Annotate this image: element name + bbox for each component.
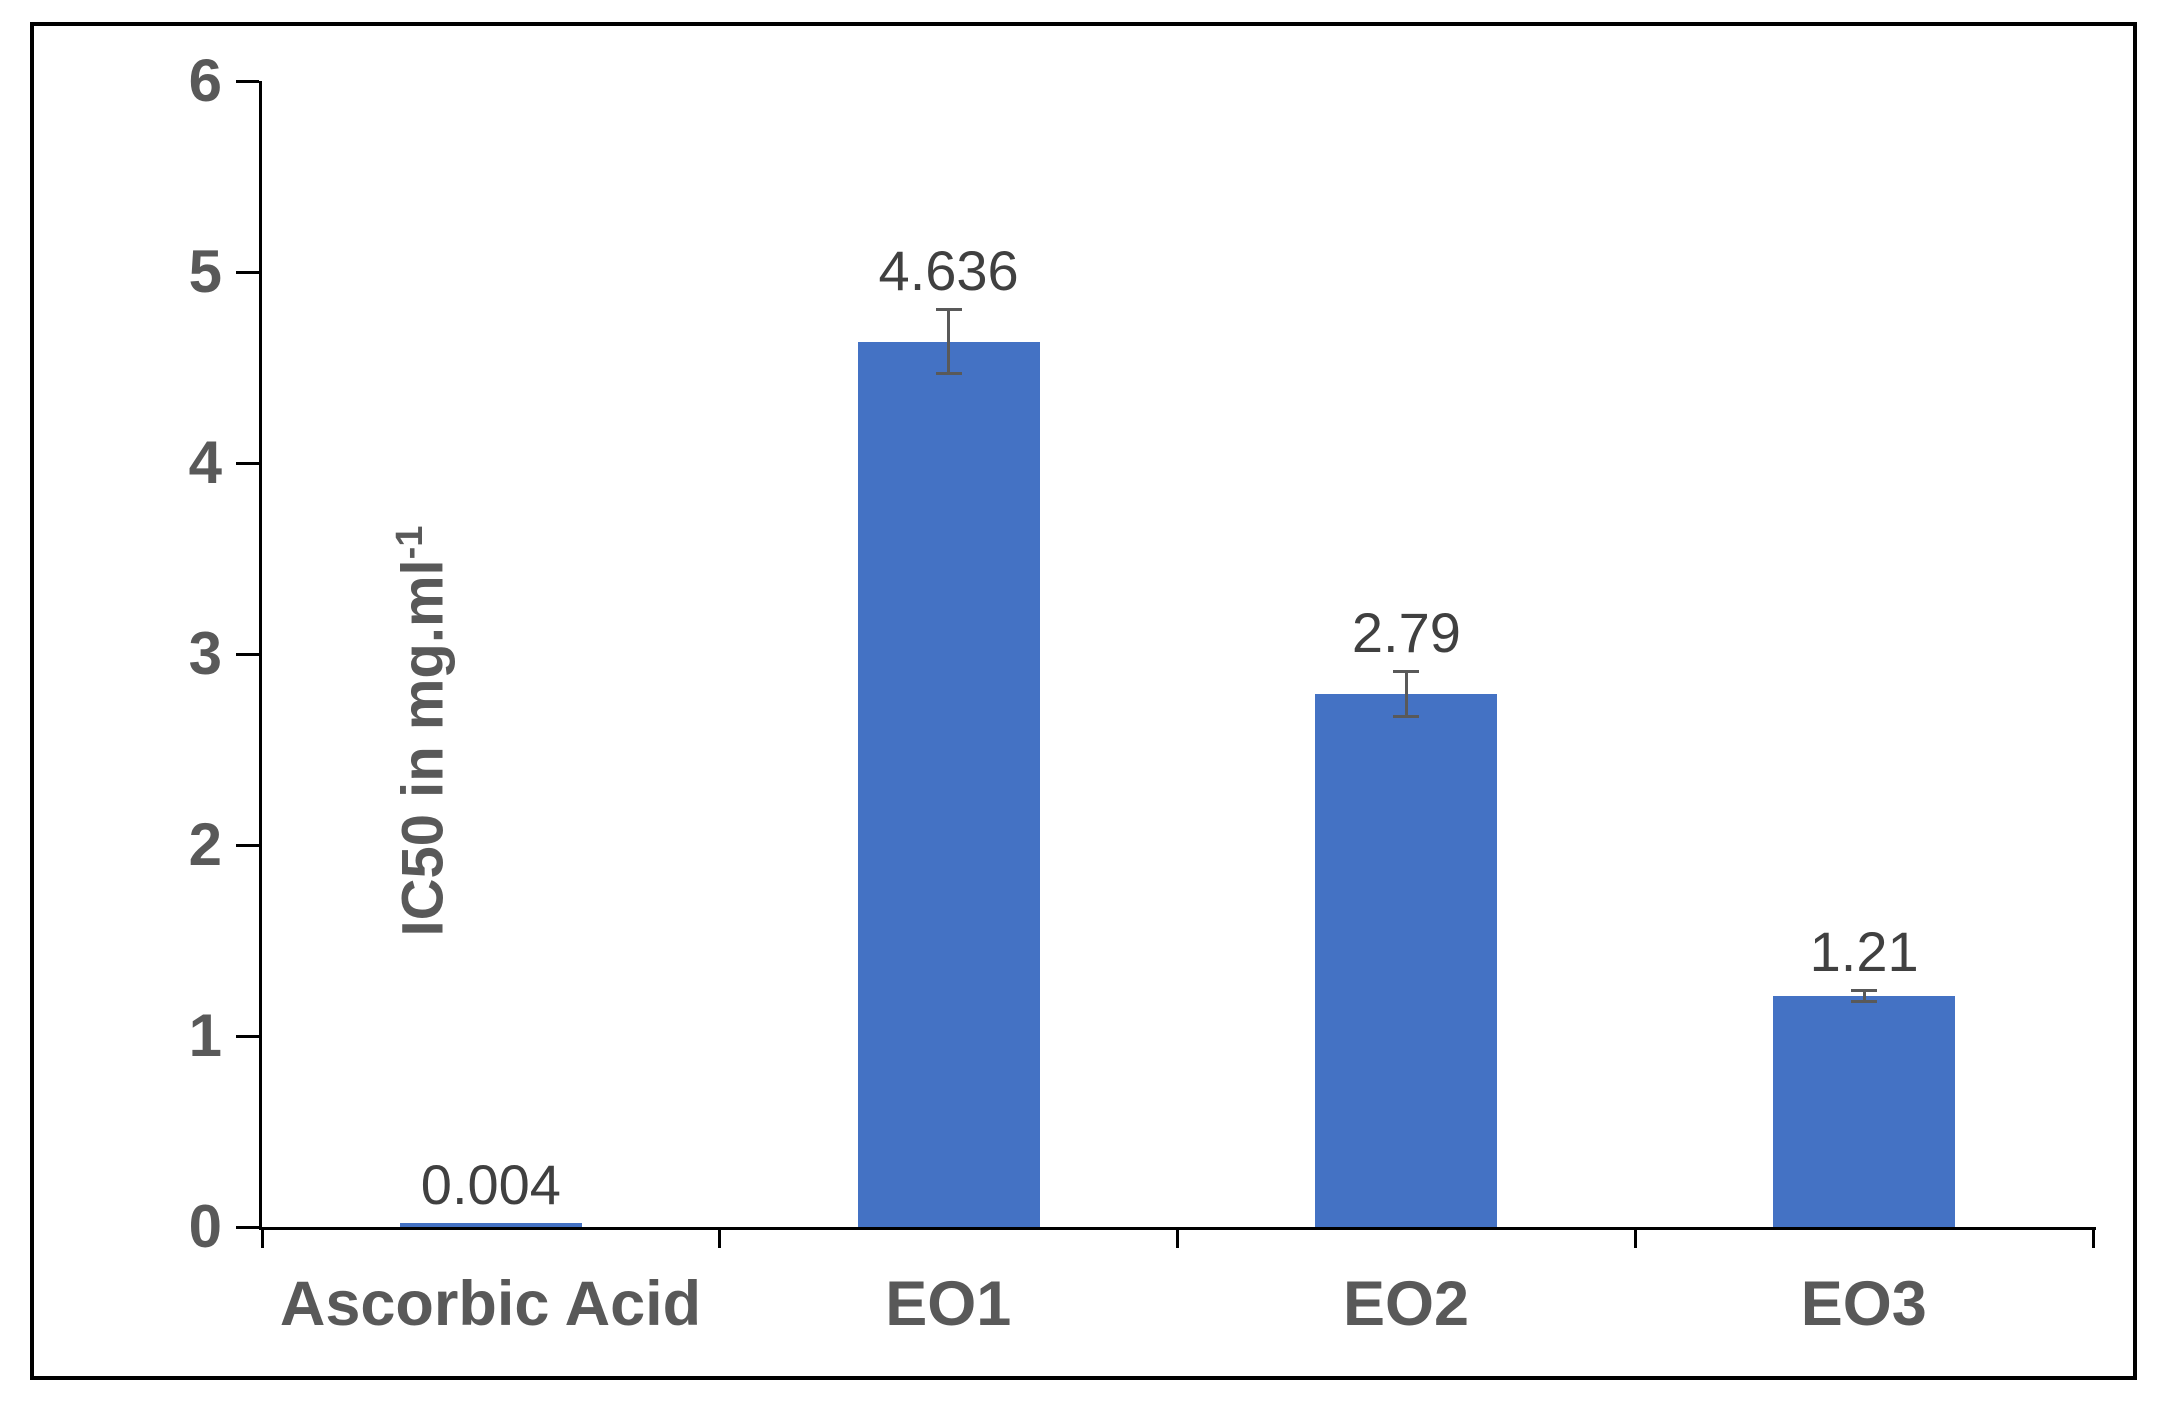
bar-ascorbic-acid bbox=[399, 1223, 582, 1227]
y-tick-mark-0 bbox=[236, 1225, 259, 1229]
x-tick-mark-4 bbox=[2091, 1227, 2095, 1248]
y-axis-line bbox=[259, 81, 262, 1230]
category-label-eo3: EO3 bbox=[1800, 1269, 1927, 1339]
y-tick-label-4: 4 bbox=[188, 429, 222, 496]
y-tick-mark-6 bbox=[236, 79, 259, 83]
value-label-eo3: 1.21 bbox=[1809, 920, 1919, 984]
y-tick-label-5: 5 bbox=[188, 238, 222, 305]
error-bar-cap-top-eo2 bbox=[1393, 670, 1420, 674]
value-label-eo2: 2.79 bbox=[1351, 601, 1461, 665]
y-tick-label-2: 2 bbox=[188, 811, 222, 878]
bar-eo1 bbox=[857, 341, 1040, 1227]
error-bar-cap-bottom-eo1 bbox=[935, 371, 962, 375]
y-tick-label-0: 0 bbox=[188, 1193, 222, 1260]
value-label-eo1: 4.636 bbox=[878, 239, 1019, 303]
y-axis-title: IC50 in mg.ml-1 bbox=[372, 301, 455, 1161]
x-tick-mark-3 bbox=[1633, 1227, 1637, 1248]
category-label-ascorbic-acid: Ascorbic Acid bbox=[279, 1269, 702, 1339]
y-tick-mark-1 bbox=[236, 1034, 259, 1038]
error-bar-cap-bottom-eo3 bbox=[1851, 999, 1878, 1003]
error-bar-vertical-eo2 bbox=[1404, 671, 1408, 718]
x-tick-mark-0 bbox=[260, 1227, 264, 1248]
error-bar-cap-top-eo1 bbox=[935, 308, 962, 312]
y-tick-label-6: 6 bbox=[188, 47, 222, 114]
y-axis-title-text: IC50 in mg.ml bbox=[390, 559, 456, 937]
error-bar-vertical-eo3 bbox=[1862, 990, 1866, 1002]
value-label-ascorbic-acid: 0.004 bbox=[420, 1153, 561, 1216]
y-tick-mark-5 bbox=[236, 270, 259, 274]
category-label-eo1: EO1 bbox=[885, 1269, 1012, 1339]
x-tick-mark-2 bbox=[1176, 1227, 1179, 1248]
y-tick-label-1: 1 bbox=[188, 1002, 222, 1069]
x-tick-mark-1 bbox=[718, 1227, 722, 1248]
error-bar-cap-top-eo3 bbox=[1851, 989, 1878, 993]
bar-eo3 bbox=[1773, 995, 1956, 1227]
error-bar-vertical-eo1 bbox=[947, 309, 951, 374]
chart-border: IC50 in mg.ml-1 0 1 2 3 4 5 6 0.004 4.636 2.79 1.… bbox=[30, 22, 2137, 1380]
y-tick-label-3: 3 bbox=[188, 620, 222, 687]
y-axis-title-superscript: -1 bbox=[389, 525, 431, 560]
y-tick-mark-2 bbox=[236, 843, 259, 847]
plot-area: IC50 in mg.ml-1 0 1 2 3 4 5 6 0.004 4.636 2.79 1.… bbox=[189, 47, 2096, 1339]
bar-eo2 bbox=[1315, 694, 1498, 1227]
category-label-eo2: EO2 bbox=[1342, 1269, 1470, 1339]
error-bar-cap-bottom-eo2 bbox=[1393, 715, 1420, 719]
y-tick-mark-3 bbox=[236, 652, 259, 656]
y-tick-mark-4 bbox=[236, 461, 259, 465]
